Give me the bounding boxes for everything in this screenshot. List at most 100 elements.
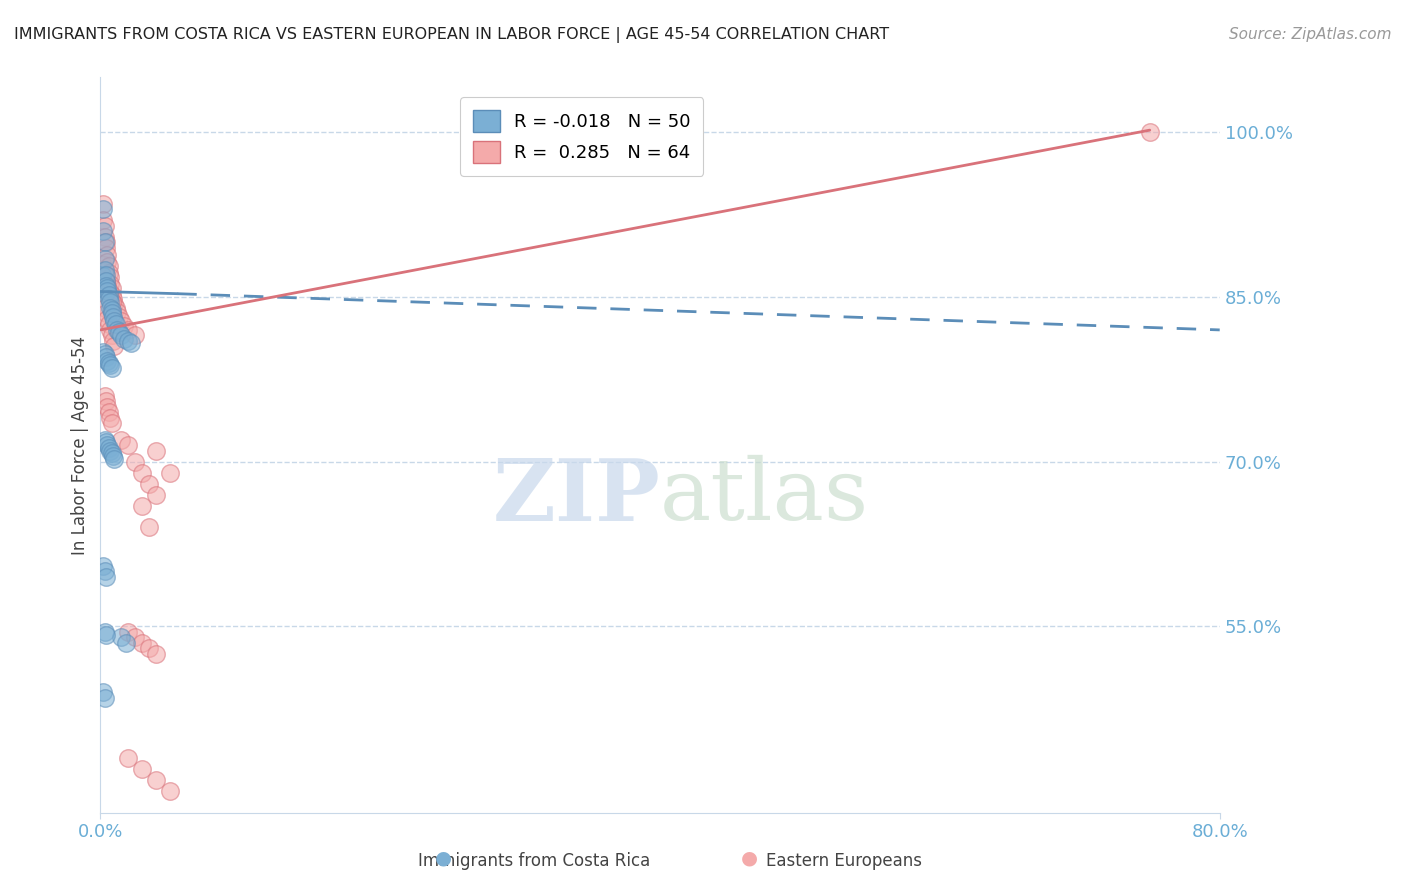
Y-axis label: In Labor Force | Age 45-54: In Labor Force | Age 45-54 bbox=[72, 335, 89, 555]
Point bbox=[100, 306, 122, 320]
Point bbox=[93, 690, 115, 705]
Point bbox=[96, 248, 118, 262]
Point bbox=[98, 277, 121, 291]
Point bbox=[97, 405, 120, 419]
Point bbox=[98, 290, 121, 304]
Point bbox=[101, 449, 124, 463]
Point bbox=[97, 285, 120, 299]
Text: Eastern Europeans: Eastern Europeans bbox=[766, 852, 921, 870]
Point bbox=[93, 268, 115, 282]
Text: IMMIGRANTS FROM COSTA RICA VS EASTERN EUROPEAN IN LABOR FORCE | AGE 45-54 CORREL: IMMIGRANTS FROM COSTA RICA VS EASTERN EU… bbox=[14, 27, 889, 43]
Point bbox=[159, 466, 181, 480]
Point bbox=[94, 306, 117, 320]
Point bbox=[91, 224, 114, 238]
Point bbox=[90, 268, 112, 282]
Point bbox=[97, 287, 120, 301]
Point bbox=[93, 219, 115, 233]
Point bbox=[112, 318, 135, 333]
Point bbox=[120, 336, 142, 351]
Point bbox=[94, 434, 117, 449]
Point bbox=[100, 295, 122, 310]
Text: Immigrants from Costa Rica: Immigrants from Costa Rica bbox=[418, 852, 651, 870]
Point bbox=[96, 281, 118, 295]
Point bbox=[93, 433, 115, 447]
Point bbox=[117, 334, 139, 348]
Point bbox=[100, 416, 122, 430]
Point bbox=[93, 262, 115, 277]
Point bbox=[145, 772, 167, 787]
Text: ZIP: ZIP bbox=[492, 455, 659, 539]
Point bbox=[145, 487, 167, 501]
Point bbox=[1139, 125, 1161, 139]
Point bbox=[124, 630, 146, 644]
Point bbox=[105, 323, 128, 337]
Point bbox=[145, 647, 167, 661]
Point bbox=[100, 361, 122, 376]
Point bbox=[98, 358, 121, 372]
Point bbox=[159, 784, 181, 798]
Point bbox=[117, 624, 139, 639]
Point bbox=[94, 279, 117, 293]
Point bbox=[97, 356, 120, 370]
Point bbox=[101, 310, 124, 324]
Point bbox=[103, 452, 125, 467]
Point bbox=[96, 438, 118, 452]
Point bbox=[93, 252, 115, 266]
Point bbox=[103, 314, 125, 328]
Point bbox=[94, 273, 117, 287]
Point bbox=[90, 257, 112, 271]
Point bbox=[93, 229, 115, 244]
Point bbox=[93, 389, 115, 403]
Point bbox=[110, 433, 132, 447]
Point bbox=[100, 328, 122, 343]
Point bbox=[138, 641, 160, 656]
Point bbox=[107, 325, 129, 339]
Text: atlas: atlas bbox=[659, 455, 869, 538]
Point bbox=[93, 347, 115, 361]
Point bbox=[105, 305, 128, 319]
Point bbox=[104, 301, 127, 315]
Point bbox=[131, 499, 153, 513]
Point bbox=[91, 344, 114, 359]
Point bbox=[103, 296, 125, 310]
Point bbox=[110, 328, 132, 343]
Point bbox=[94, 394, 117, 409]
Point bbox=[131, 636, 153, 650]
Point bbox=[110, 314, 132, 328]
Legend: R = -0.018   N = 50, R =  0.285   N = 64: R = -0.018 N = 50, R = 0.285 N = 64 bbox=[460, 97, 703, 176]
Point bbox=[96, 400, 118, 414]
Point bbox=[104, 318, 127, 332]
Point bbox=[91, 685, 114, 699]
Point bbox=[101, 334, 124, 348]
Point bbox=[93, 624, 115, 639]
Point bbox=[94, 570, 117, 584]
Point bbox=[96, 279, 118, 293]
Point bbox=[138, 476, 160, 491]
Point bbox=[131, 762, 153, 776]
Point bbox=[117, 751, 139, 765]
Point bbox=[93, 565, 115, 579]
Point bbox=[94, 628, 117, 642]
Point bbox=[94, 351, 117, 365]
Point bbox=[94, 235, 117, 249]
Point bbox=[114, 636, 136, 650]
Point bbox=[145, 443, 167, 458]
Point bbox=[97, 259, 120, 273]
Point bbox=[96, 312, 118, 326]
Point bbox=[110, 630, 132, 644]
Point bbox=[101, 292, 124, 306]
Point bbox=[96, 353, 118, 368]
Point bbox=[94, 241, 117, 255]
Point bbox=[100, 281, 122, 295]
Point bbox=[131, 466, 153, 480]
Point bbox=[93, 235, 115, 249]
Point bbox=[100, 446, 122, 460]
Point bbox=[91, 558, 114, 573]
Point bbox=[138, 520, 160, 534]
Point bbox=[98, 301, 121, 315]
Text: ●: ● bbox=[741, 848, 758, 867]
Point bbox=[97, 292, 120, 306]
Point bbox=[107, 310, 129, 324]
Point bbox=[97, 266, 120, 280]
Point bbox=[100, 303, 122, 318]
